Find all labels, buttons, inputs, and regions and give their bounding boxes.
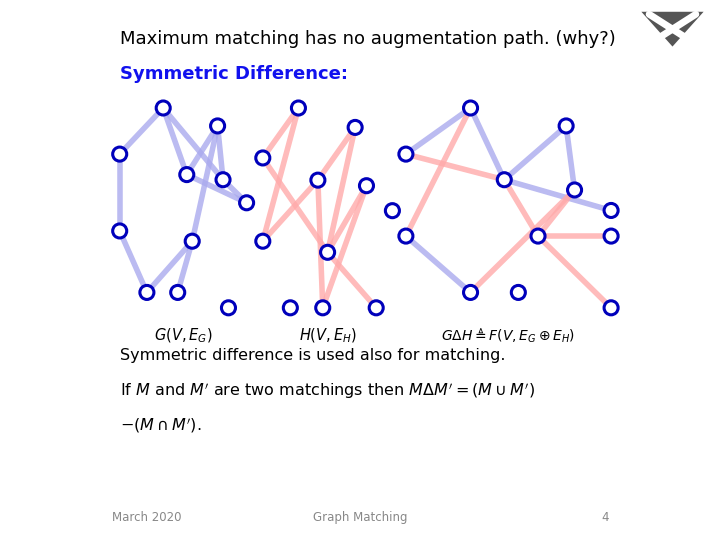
Circle shape [348,120,362,134]
Circle shape [604,204,618,218]
Text: Maximum matching has no augmentation path. (why?): Maximum matching has no augmentation pat… [120,30,616,48]
Circle shape [140,286,154,300]
Text: 4: 4 [601,511,608,524]
Text: Symmetric difference is used also for matching.: Symmetric difference is used also for ma… [120,348,505,363]
Circle shape [359,179,374,193]
Circle shape [464,101,477,115]
Circle shape [316,301,330,315]
Circle shape [171,286,185,300]
Circle shape [464,286,477,300]
Text: $H(V, E_H)$: $H(V, E_H)$ [299,327,356,345]
Circle shape [369,301,383,315]
Circle shape [511,286,526,300]
Circle shape [185,234,199,248]
Circle shape [113,147,127,161]
Circle shape [256,151,270,165]
Circle shape [216,173,230,187]
Circle shape [399,147,413,161]
Circle shape [222,301,235,315]
Text: $-(M \cap M')$.: $-(M \cap M')$. [120,416,201,435]
Circle shape [240,196,253,210]
Circle shape [498,173,511,187]
Circle shape [531,229,545,243]
Circle shape [320,245,335,259]
Circle shape [311,173,325,187]
Circle shape [567,183,582,197]
Polygon shape [642,12,703,46]
Circle shape [113,224,127,238]
Text: $G(V, E_G)$: $G(V, E_G)$ [153,327,212,345]
Circle shape [559,119,573,133]
Text: Symmetric Difference:: Symmetric Difference: [120,65,348,83]
Text: March 2020: March 2020 [112,511,181,524]
Text: If $M$ and $M'$ are two matchings then $M\Delta M' = (M \cup M')$: If $M$ and $M'$ are two matchings then $… [120,381,535,401]
Circle shape [399,229,413,243]
Text: $G\Delta H \triangleq F(V, E_G \oplus E_H)$: $G\Delta H \triangleq F(V, E_G \oplus E_… [441,327,575,345]
Circle shape [210,119,225,133]
Circle shape [385,204,400,218]
Circle shape [604,229,618,243]
Text: Graph Matching: Graph Matching [312,511,408,524]
Circle shape [256,234,270,248]
Circle shape [284,301,297,315]
Circle shape [604,301,618,315]
Circle shape [180,167,194,181]
Circle shape [156,101,170,115]
Circle shape [292,101,305,115]
